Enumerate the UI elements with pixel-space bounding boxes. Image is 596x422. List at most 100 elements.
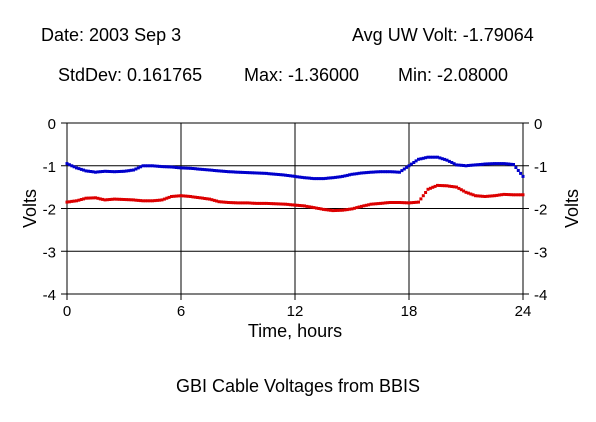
series-1-point <box>305 176 309 180</box>
series-2-point <box>355 206 359 210</box>
series-2-point <box>500 193 504 197</box>
series-1-point <box>324 176 328 180</box>
series-1-point <box>231 170 235 174</box>
series-1-point <box>519 171 523 175</box>
series-1-point <box>421 156 425 160</box>
series-2-point <box>483 195 487 198</box>
min-label: Min: -2.08000 <box>398 65 509 85</box>
series-1-point <box>383 170 387 174</box>
series-1-point <box>300 175 304 179</box>
series-1-point <box>217 169 221 173</box>
series-2-point <box>450 185 454 188</box>
series-2-point <box>141 199 145 203</box>
series-1-point <box>426 155 430 159</box>
series-1-point <box>405 165 409 169</box>
series-1-point <box>398 170 401 174</box>
series-2-point <box>471 193 475 197</box>
series-1-point <box>514 166 518 169</box>
series-1-point <box>438 156 442 160</box>
series-2-point <box>193 195 197 199</box>
series-1-point <box>212 169 216 172</box>
series-1-point <box>127 169 131 173</box>
series-2-point <box>153 199 157 203</box>
series-2-point <box>447 184 451 188</box>
series-2-point <box>215 199 219 203</box>
series-2-point <box>322 207 325 211</box>
y-tick-label-right: 0 <box>534 116 542 133</box>
series-1-point <box>386 170 390 174</box>
series-1-point <box>314 177 318 181</box>
series-2-point <box>253 201 257 205</box>
series-1-point <box>143 164 147 168</box>
series-2-point <box>343 208 347 212</box>
series-1-point <box>153 164 157 168</box>
series-1-point <box>250 171 254 175</box>
series-2-point <box>196 196 200 199</box>
series-1-point <box>265 171 268 175</box>
y-tick-label-right: -2 <box>534 202 547 219</box>
series-1-point <box>474 163 477 167</box>
series-2-point <box>284 202 287 206</box>
series-2-point <box>110 197 114 201</box>
stddev-label: StdDev: 0.161765 <box>58 65 203 85</box>
series-1-point <box>310 176 314 180</box>
series-1-point <box>267 172 271 176</box>
y-tick-label-right: -1 <box>534 159 547 176</box>
series-1-point <box>390 170 394 174</box>
series-1-point <box>255 171 259 175</box>
series-1-point <box>198 167 202 171</box>
series-2-point <box>217 200 221 204</box>
series-2-point <box>103 198 107 202</box>
series-1-point <box>246 171 249 175</box>
series-1-point <box>257 171 261 175</box>
series-2-point <box>248 201 252 205</box>
series-1-point <box>455 163 458 167</box>
series-2-point <box>205 197 209 201</box>
series-2-point <box>395 201 399 204</box>
series-1-point <box>181 166 185 170</box>
series-2-point <box>490 194 494 198</box>
series-2-point <box>200 196 204 200</box>
series-2-point <box>82 197 86 201</box>
series-2-point <box>421 194 425 198</box>
series-1-point <box>419 157 423 161</box>
series-2-point <box>172 194 176 198</box>
x-tick-label: 24 <box>515 303 532 320</box>
series-1-point <box>115 170 119 174</box>
series-2-point <box>224 200 228 204</box>
series-1-point <box>326 176 330 180</box>
series-2-point <box>243 201 247 205</box>
series-2-point <box>374 202 378 206</box>
series-2-point <box>519 193 523 197</box>
series-1-point <box>94 170 97 174</box>
series-1-point <box>101 170 105 173</box>
series-1-point <box>210 168 214 172</box>
series-1-point <box>348 173 352 177</box>
series-2-point <box>231 201 235 205</box>
grid-lines <box>66 122 524 295</box>
series-1-point <box>512 163 515 166</box>
series-2-point <box>134 198 138 202</box>
series-2-point <box>281 202 285 206</box>
series-2-point <box>360 204 363 208</box>
series-2-point <box>291 203 295 207</box>
series-1-point <box>417 157 420 161</box>
date-label: Date: 2003 Sep 3 <box>41 25 182 45</box>
series-2-point <box>452 185 456 189</box>
x-tick-label: 12 <box>287 303 304 320</box>
series-1-point <box>376 170 380 174</box>
series-1-point <box>424 156 428 160</box>
y-axis-label-right: Volts <box>562 189 582 228</box>
series-1-point <box>203 168 207 172</box>
series-1-point <box>141 164 145 168</box>
series-1-point <box>234 170 238 174</box>
series-2-point <box>210 198 214 202</box>
series-2-point <box>143 199 147 203</box>
series-1-point <box>124 169 128 173</box>
series-2-point <box>324 208 328 212</box>
series-1-point <box>431 155 435 159</box>
series-2-point <box>362 204 366 208</box>
series-1-point <box>495 162 499 166</box>
series-2-point <box>431 185 435 189</box>
